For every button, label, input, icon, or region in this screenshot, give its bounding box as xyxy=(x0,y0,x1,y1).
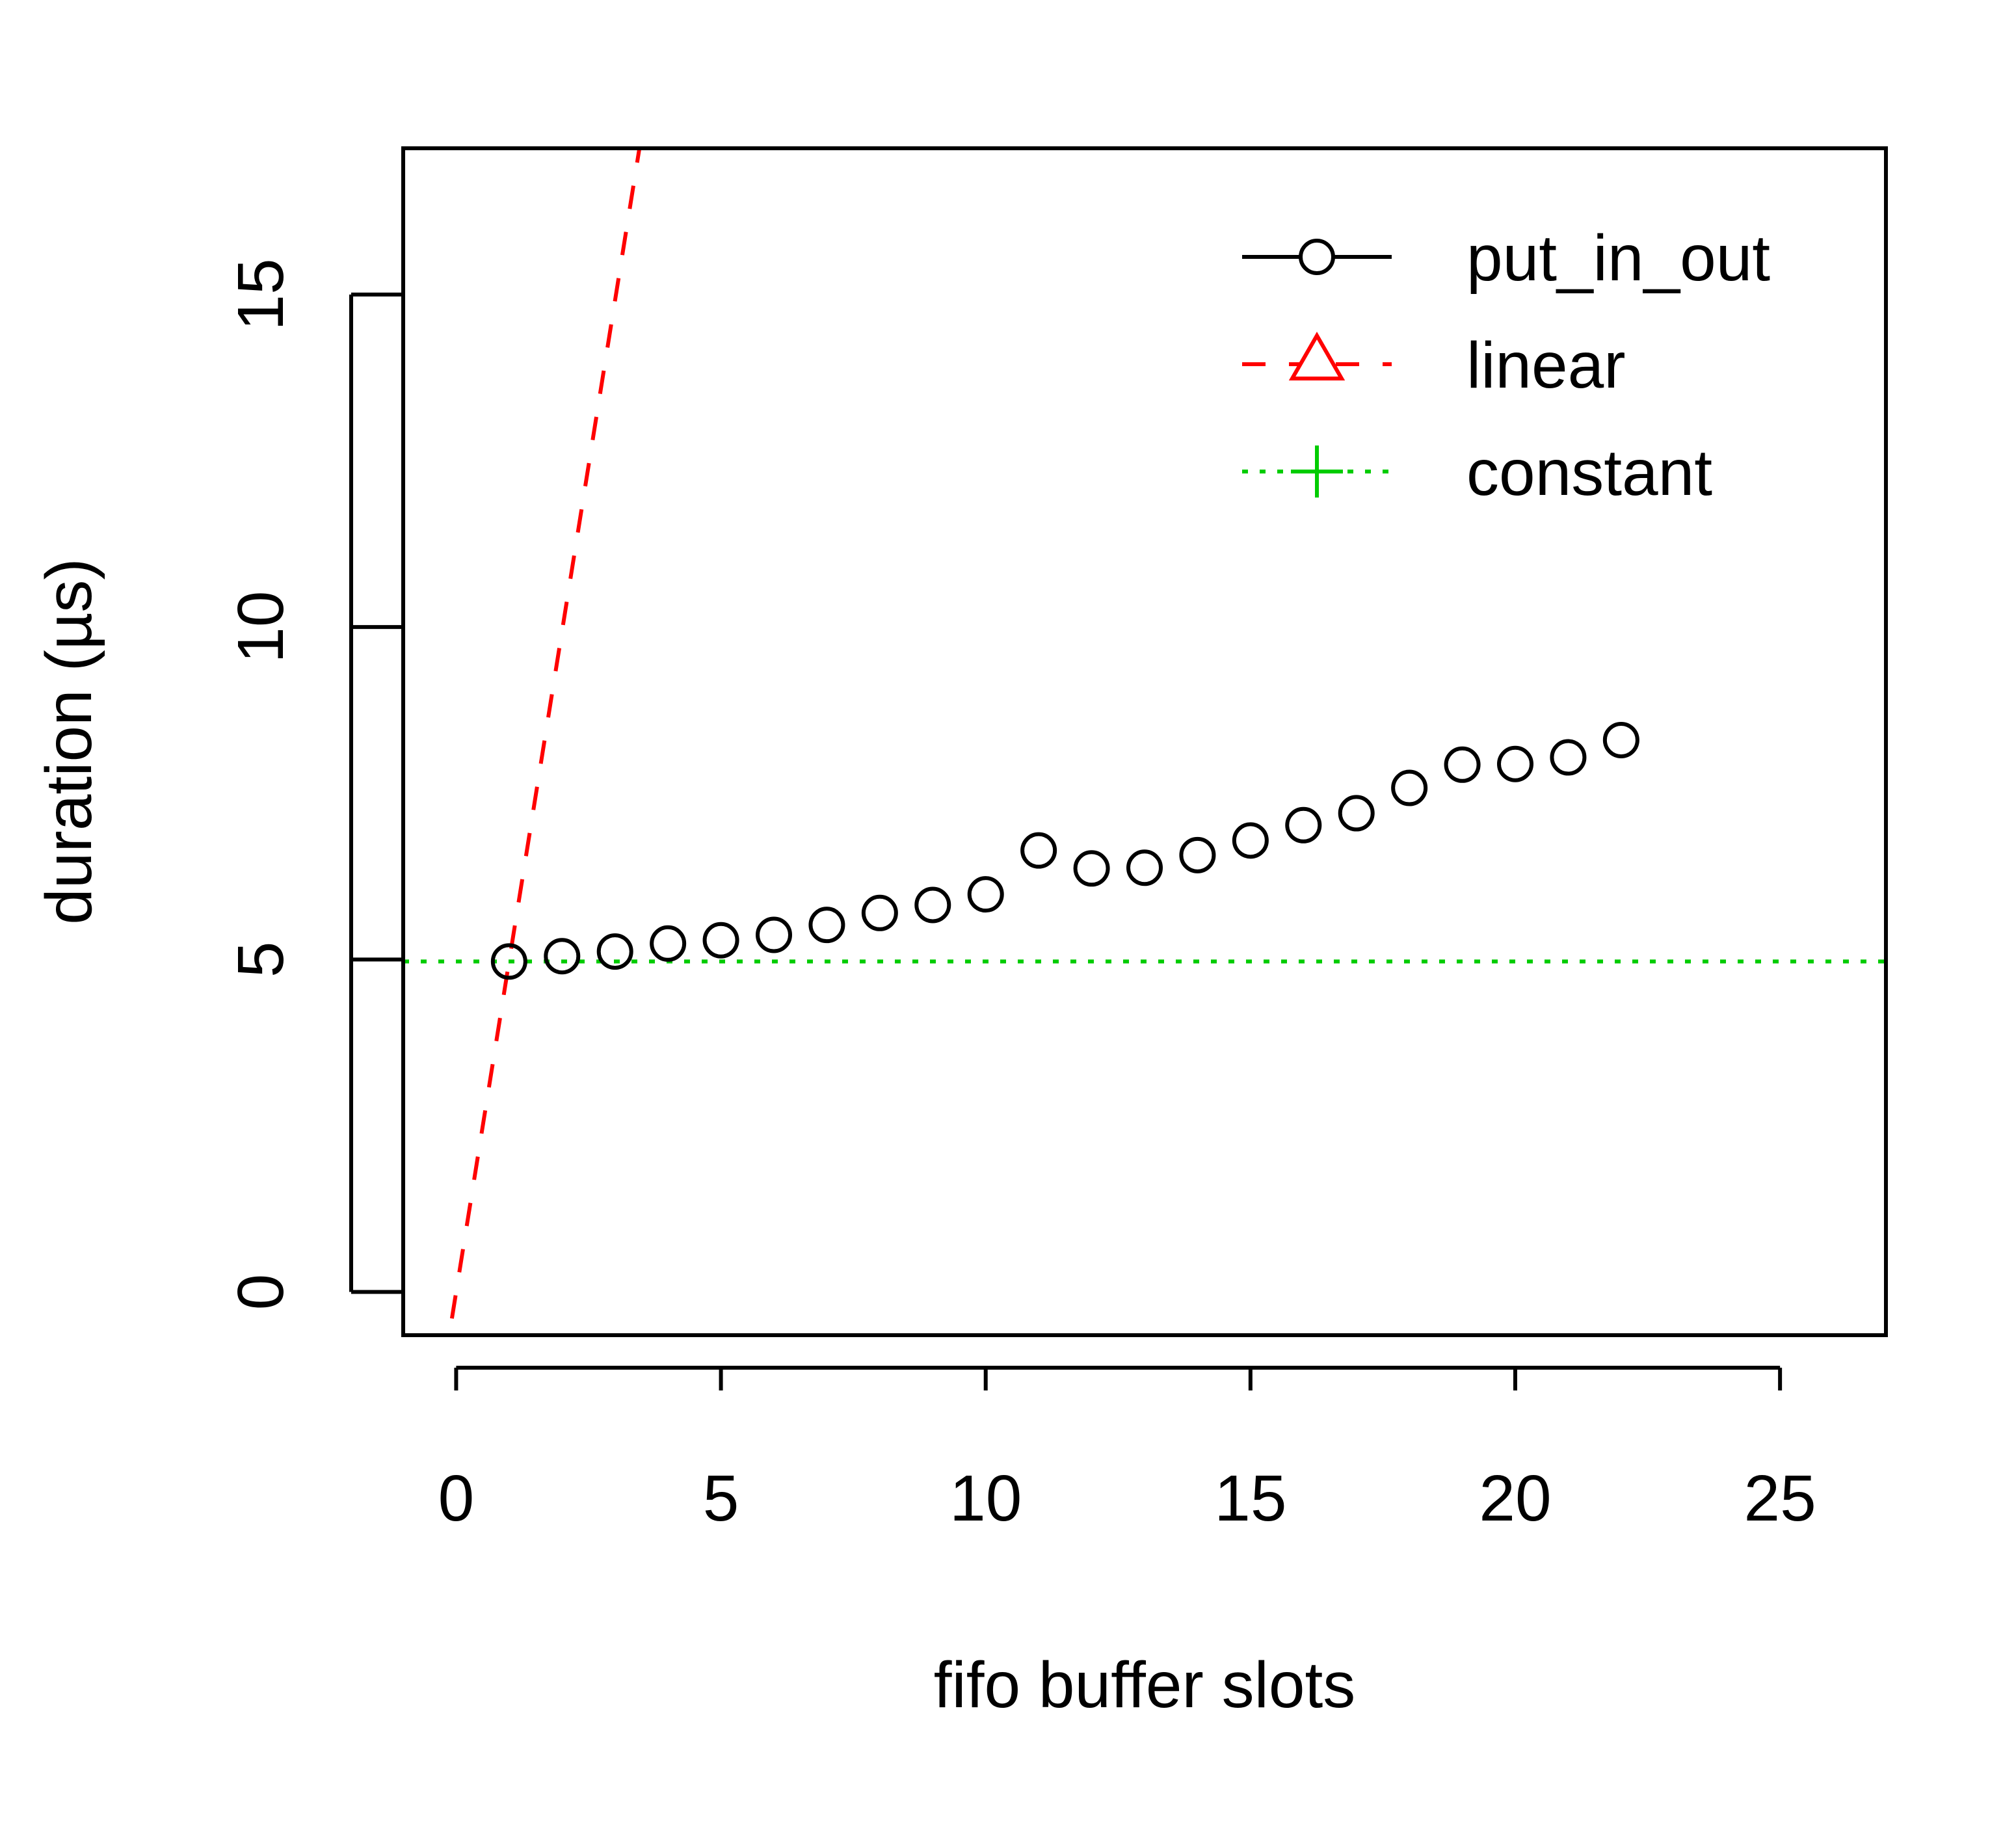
x-tick-label: 15 xyxy=(1214,1462,1286,1535)
x-tick-label: 25 xyxy=(1744,1462,1816,1535)
x-tick-label: 0 xyxy=(438,1462,475,1535)
data-point xyxy=(861,894,898,931)
legend-label: put_in_out xyxy=(1466,222,1770,295)
legend-label: constant xyxy=(1466,436,1712,509)
legend-label: linear xyxy=(1466,329,1626,402)
x-axis: 0 5 10 15 20 25 xyxy=(438,1366,1816,1535)
legend-entry: put_in_out xyxy=(1242,222,1770,295)
legend-triangle-marker xyxy=(1288,331,1346,380)
data-point xyxy=(1391,769,1428,806)
data-point xyxy=(702,922,739,959)
data-point xyxy=(1020,832,1057,869)
legend-entry: constant xyxy=(1242,436,1712,509)
y-tick-label: 10 xyxy=(224,591,297,663)
data-point xyxy=(1232,822,1269,859)
data-point xyxy=(1602,721,1639,758)
data-point xyxy=(1338,795,1375,832)
data-point xyxy=(490,943,527,980)
data-point xyxy=(1126,849,1163,886)
y-tick-label: 15 xyxy=(224,258,297,330)
data-point xyxy=(596,933,633,970)
data-point xyxy=(967,876,1004,913)
legend-entry: linear xyxy=(1242,329,1626,402)
x-axis-label: fifo buffer slots xyxy=(934,1649,1356,1721)
data-point xyxy=(1073,850,1110,887)
legend-circle-marker xyxy=(1299,239,1335,275)
data-point xyxy=(1444,746,1481,783)
plot-frame xyxy=(401,146,1888,1337)
x-tick-label: 20 xyxy=(1479,1462,1551,1535)
data-point xyxy=(1285,806,1322,844)
x-tick-label: 10 xyxy=(949,1462,1022,1535)
y-tick-label: 0 xyxy=(224,1274,297,1310)
data-point xyxy=(544,938,581,975)
y-tick-label: 5 xyxy=(224,942,297,978)
data-point xyxy=(650,925,687,962)
plot-area xyxy=(403,148,1886,1335)
data-point xyxy=(1550,739,1587,776)
x-tick-label: 5 xyxy=(703,1462,739,1535)
data-point xyxy=(914,886,951,924)
data-point xyxy=(1179,836,1216,873)
data-point xyxy=(808,907,845,944)
data-point xyxy=(1497,745,1533,782)
linear-line xyxy=(447,148,642,1335)
y-axis: 0 5 10 15 xyxy=(224,258,403,1310)
data-point xyxy=(756,916,792,953)
y-axis-label: duration (µs) xyxy=(33,558,105,924)
